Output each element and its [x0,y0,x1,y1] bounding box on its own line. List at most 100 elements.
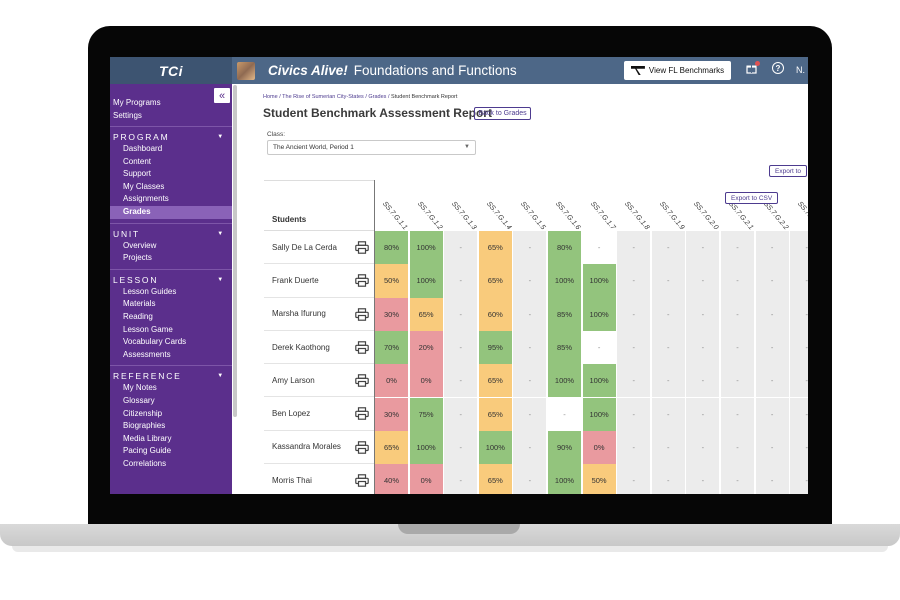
score-cell: - [790,264,808,298]
student-name[interactable]: Sally De La Cerda [272,242,337,252]
score-cell: - [755,330,789,365]
student-name[interactable]: Frank Duerte [272,275,319,285]
sidebar-section-header[interactable]: PROGRAM ▼ [110,131,232,143]
score-cell: - [686,430,720,465]
score-cell: - [444,264,478,298]
sidebar-scrollbar[interactable] [233,85,237,417]
sidebar-item-glossary[interactable]: Glossary [123,395,155,405]
sidebar-item-materials[interactable]: Materials [123,299,156,309]
print-icon[interactable] [355,474,369,487]
sidebar-item-settings[interactable]: Settings [113,111,142,120]
sidebar-item-support[interactable]: Support [123,169,152,179]
section-title: PROGRAM [113,132,170,142]
score-cell: 0% [582,430,616,465]
student-name[interactable]: Morris Thai [272,475,312,485]
sidebar-item-correlations[interactable]: Correlations [123,458,167,468]
help-icon[interactable]: ? [772,62,784,74]
sidebar-item-pacing-guide[interactable]: Pacing Guide [123,446,172,456]
student-name[interactable]: Marsha Ifurung [272,309,326,319]
score-cell: - [444,430,478,465]
sidebar-item-dashboard[interactable]: Dashboard [123,144,163,153]
print-icon[interactable] [355,440,369,454]
score-cell: - [548,397,581,431]
score-cell: 100% [582,397,616,431]
student-row: Sally De La Cerda [264,231,374,265]
breadcrumb-home[interactable]: Home [263,94,278,100]
score-cell: - [617,430,651,465]
sidebar-item-assessments[interactable]: Assessments [123,349,171,359]
score-cell: - [651,264,685,298]
breadcrumb-current: Student Benchmark Report [391,94,458,100]
sidebar-item-overview[interactable]: Overview [123,240,157,250]
back-to-grades-button[interactable]: Back to Grades [474,107,531,120]
program-subtitle: Foundations and Functions [353,63,517,78]
sidebar-item-content[interactable]: Content [123,156,152,166]
caret-down-icon: ▼ [217,276,225,283]
score-cell: - [651,297,685,331]
sidebar-item-media-library[interactable]: Media Library [123,433,172,443]
print-icon[interactable] [355,241,369,254]
score-cell: - [721,231,754,265]
student-name[interactable]: Derek Kaothong [272,342,330,352]
score-cell: - [721,264,754,298]
print-icon[interactable] [355,307,369,321]
gift-icon[interactable] [746,63,757,77]
score-cell: - [513,397,547,431]
sidebar-item-reading[interactable]: Reading [123,311,153,321]
score-cell: - [790,231,808,265]
score-cell: - [617,397,651,431]
print-icon[interactable] [355,374,369,387]
print-icon[interactable] [355,341,369,354]
sidebar-section-lesson: LESSON ▼ Lesson Guides Materials Reading … [110,268,232,362]
breadcrumb: Home / The Rise of Sumerian City-States … [263,94,458,100]
export-button[interactable]: Export to [769,165,808,177]
print-icon[interactable] [355,274,369,288]
student-name[interactable]: Kassandra Morales [272,442,341,452]
sidebar-section-header[interactable]: LESSON ▼ [110,274,232,286]
sidebar-item-my-classes[interactable]: My Classes [123,181,165,191]
sidebar-item-vocabulary-cards[interactable]: Vocabulary Cards [123,337,187,347]
score-cell: - [755,264,789,298]
sidebar-item-my-notes[interactable]: My Notes [123,383,157,393]
sidebar-item-grades[interactable]: Grades [110,205,232,219]
student-row: Ben Lopez [264,397,374,431]
score-cell: 65% [409,297,443,331]
score-cell: - [617,330,651,365]
score-cell: - [513,464,547,494]
sidebar-item-assignments[interactable]: Assignments [123,194,169,204]
benchmark-header: SS.7.G.1.9 [657,200,686,232]
score-cell: - [755,430,789,465]
print-icon[interactable] [355,407,369,421]
collapse-sidebar-button[interactable]: « [214,88,230,103]
score-cell: - [755,364,789,398]
class-select[interactable]: The Ancient World, Period 1 ▼ [267,140,476,155]
sidebar-item-projects[interactable]: Projects [123,253,152,263]
score-cell: 80% [375,231,408,265]
sidebar-item-lesson-game[interactable]: Lesson Game [123,324,173,334]
score-cell: - [721,397,754,431]
tci-logo[interactable]: TCi [110,57,232,84]
score-cell: 0% [409,364,443,398]
score-cell: 0% [375,364,408,398]
sidebar-item-my-programs[interactable]: My Programs [113,98,161,107]
student-name[interactable]: Ben Lopez [272,409,311,419]
chevron-down-icon: ▼ [464,144,470,150]
sidebar-item-citizenship[interactable]: Citizenship [123,408,163,418]
score-cell: 30% [375,397,408,431]
score-cell: 100% [409,430,443,465]
student-name[interactable]: Amy Larson [272,375,315,385]
breadcrumb-lesson[interactable]: The Rise of Sumerian City-States [282,94,364,100]
score-cell: 30% [375,297,408,331]
score-cell: 40% [375,464,408,494]
export-csv-button[interactable]: Export to CSV [725,192,779,204]
user-menu[interactable]: N. [796,65,805,75]
sidebar-item-biographies[interactable]: Biographies [123,421,166,431]
sidebar-section-header[interactable]: REFERENCE ▼ [110,370,232,382]
sidebar-item-lesson-guides[interactable]: Lesson Guides [123,286,177,296]
score-cell: - [755,397,789,431]
view-benchmarks-button[interactable]: View FL Benchmarks [624,61,731,80]
page-title: Student Benchmark Assessment Report [263,106,492,120]
section-title: REFERENCE [113,371,182,382]
breadcrumb-grades[interactable]: Grades [368,94,387,100]
sidebar-section-header[interactable]: UNIT ▼ [110,228,232,240]
